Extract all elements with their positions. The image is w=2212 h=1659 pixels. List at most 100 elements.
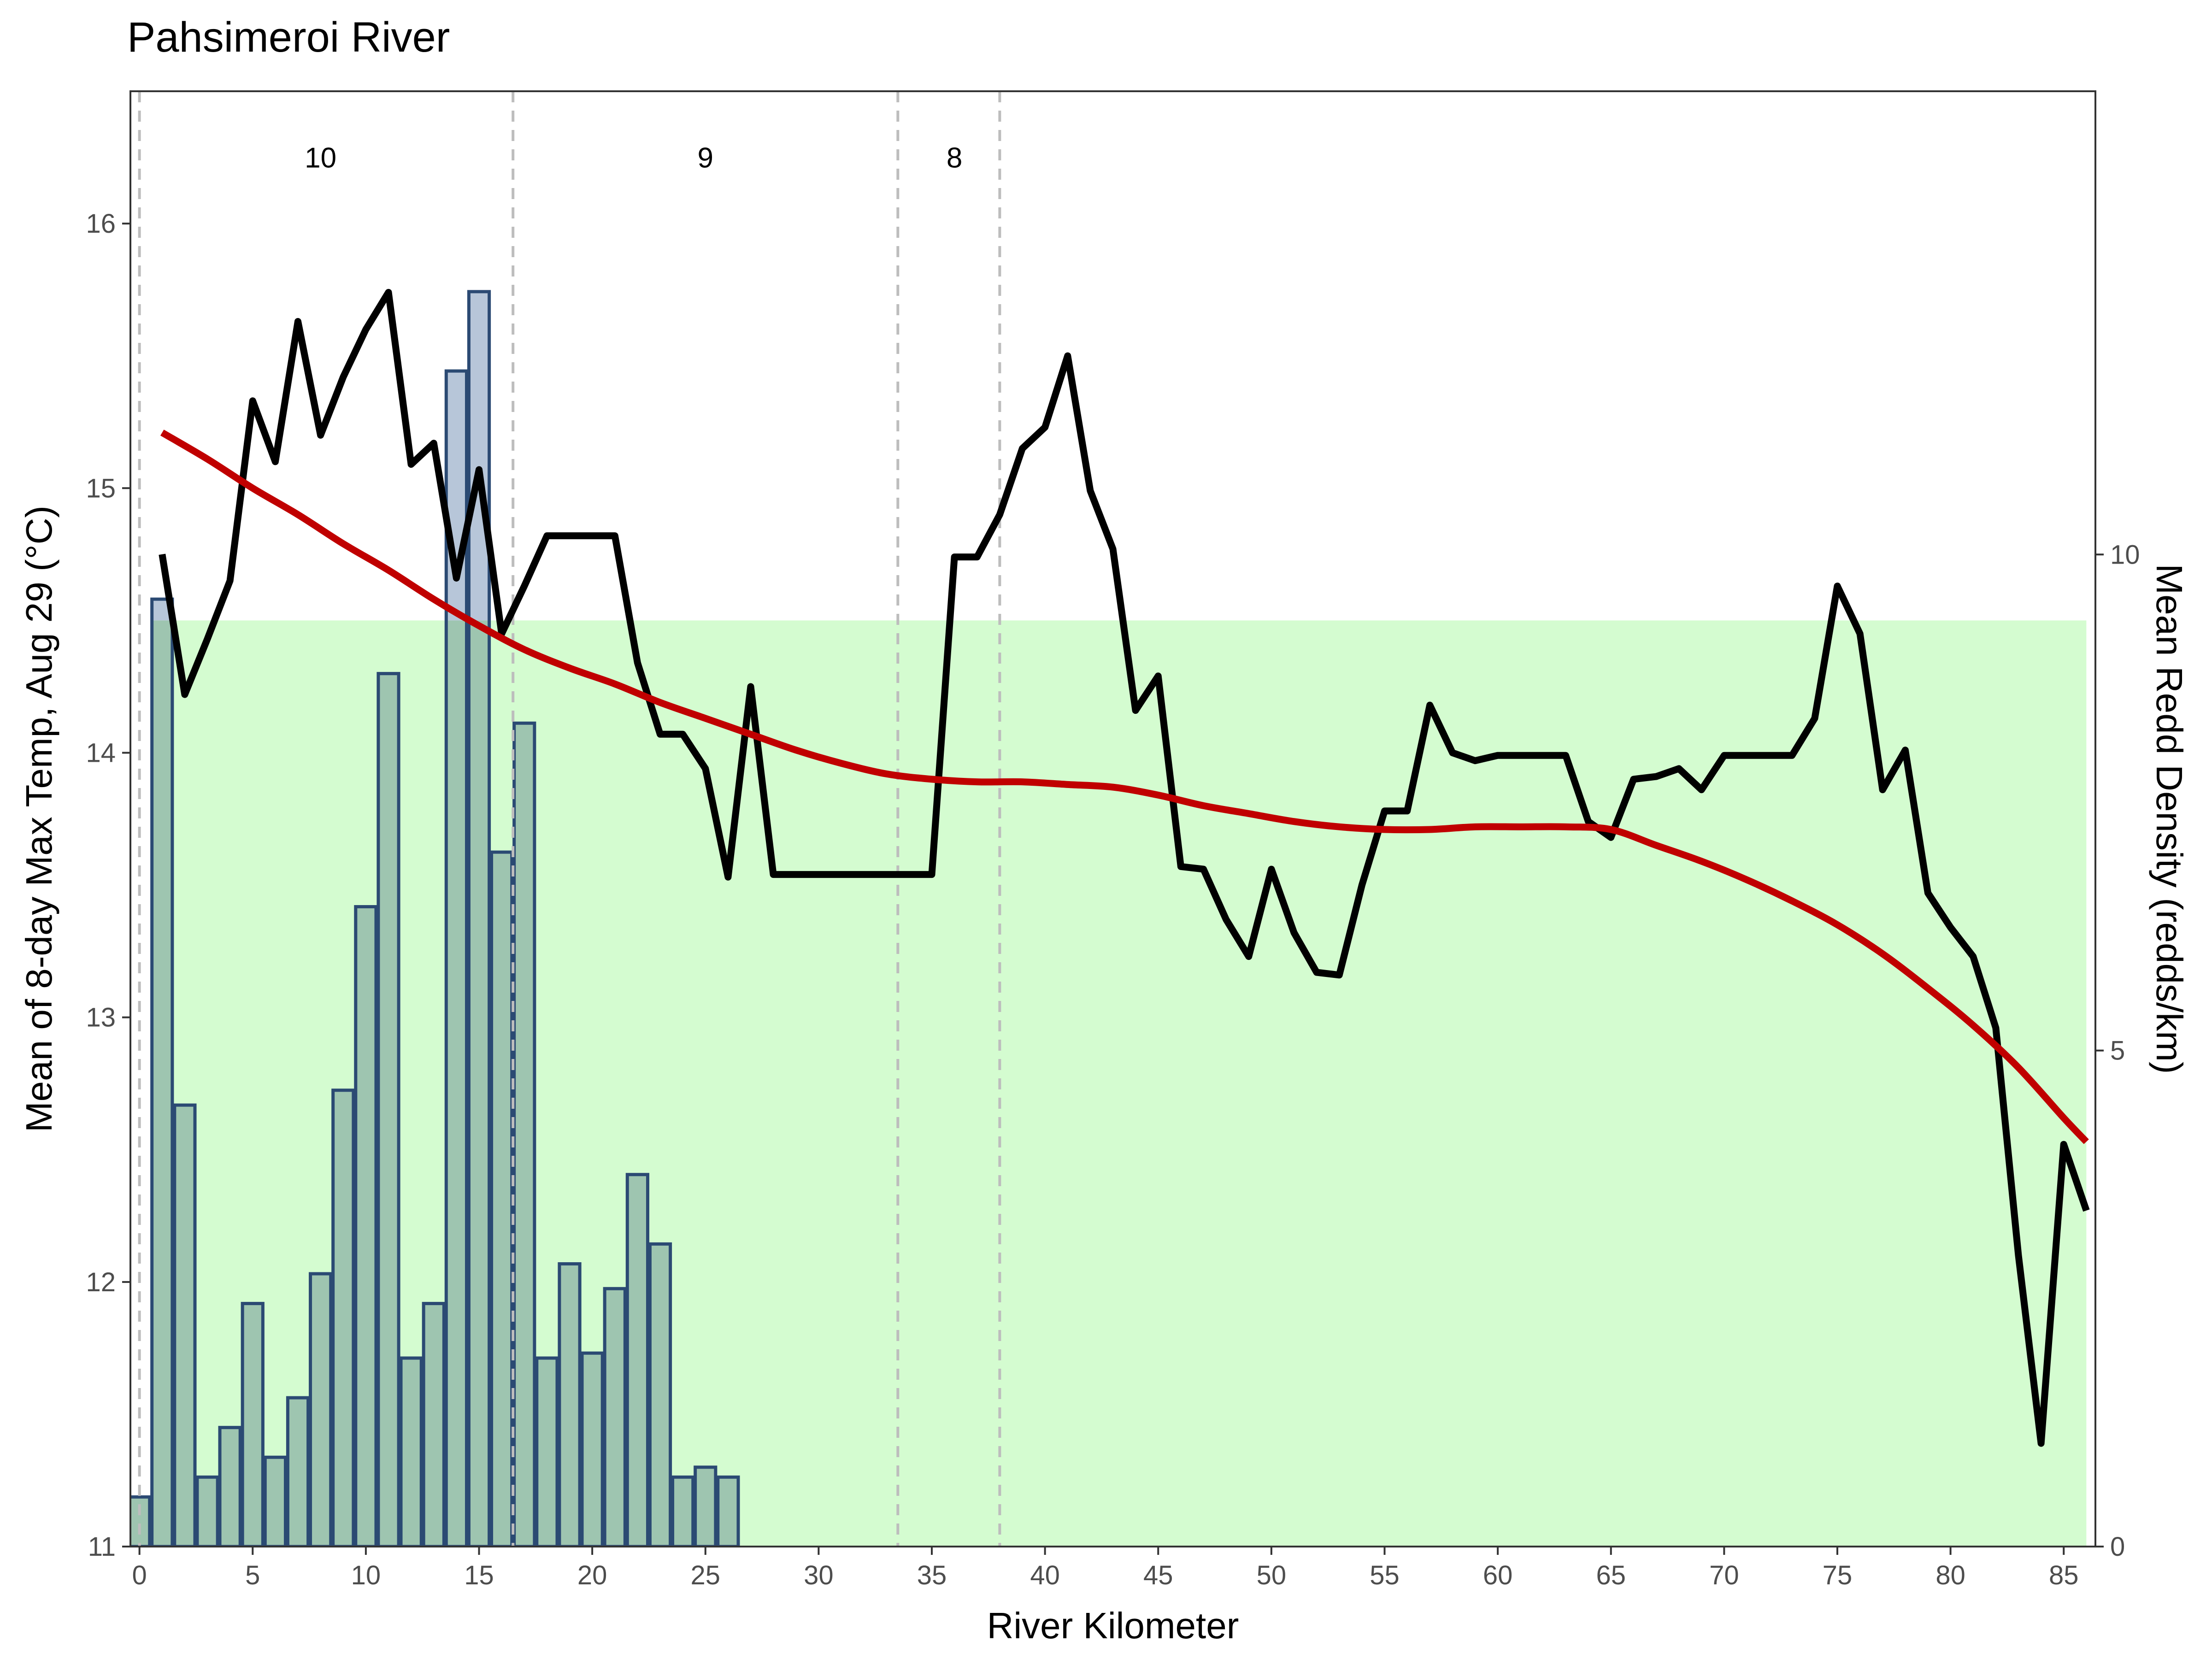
redd-bar (648, 1242, 672, 1547)
panel-border (129, 90, 2096, 1547)
redd-bar (218, 1426, 242, 1547)
redd-bar-fill (605, 1288, 625, 1547)
redd-bar-outline (377, 672, 400, 1547)
redd-bar-outline (671, 1475, 695, 1547)
redd-bar-fill (242, 1303, 263, 1547)
redd-bar (130, 1495, 152, 1547)
y-left-tick-label: 16 (86, 209, 116, 239)
redd-bar (354, 905, 378, 1547)
redd-bar-outline (218, 1426, 242, 1547)
redd-bar (263, 1455, 288, 1547)
x-tick-label: 25 (691, 1560, 721, 1590)
y-axis-label-right: Mean Redd Density (redds/km) (2149, 564, 2190, 1074)
redd-bar-outline (286, 1396, 310, 1547)
redd-bar-outline (354, 905, 378, 1547)
x-tick-label: 15 (464, 1560, 494, 1590)
x-tick-label: 5 (245, 1560, 260, 1590)
redd-bar-outline (444, 369, 468, 1547)
y-left-tick-label: 13 (86, 1003, 116, 1033)
redd-bar-outline (399, 1356, 423, 1547)
redd-bar-outline (716, 1475, 740, 1547)
y-right-tick-label: 5 (2110, 1036, 2125, 1066)
redd-bar-fill (718, 1477, 738, 1547)
redd-bar-outline (241, 1302, 265, 1547)
redd-bar-fill (695, 1467, 716, 1547)
x-tick-label: 10 (351, 1560, 381, 1590)
x-tick-label: 50 (1257, 1560, 1287, 1590)
redd-bar-fill (536, 1358, 557, 1547)
y-right-tick-label: 0 (2110, 1532, 2125, 1562)
x-tick-label: 60 (1483, 1560, 1513, 1590)
x-tick-label: 75 (1823, 1560, 1853, 1590)
redd-bar (444, 369, 468, 1547)
redd-bar-fill (469, 620, 489, 1547)
x-tick-label: 65 (1596, 1560, 1626, 1590)
temperature-line (159, 288, 2090, 1447)
redd-bar-fill (288, 1398, 308, 1547)
redd-bar (241, 1302, 265, 1547)
redd-bar-fill (514, 723, 535, 1547)
redd-bar (694, 1465, 718, 1547)
x-tick-label: 20 (577, 1560, 607, 1590)
y-left-tick-label: 14 (86, 738, 116, 768)
x-tick-label: 30 (804, 1560, 834, 1590)
redd-bar-outline (130, 1495, 152, 1547)
plot-area: 10 9 80 5 10 15 20 25 30 35 40 45 50 55 60 65 70 75 80 8511… (86, 90, 2140, 1590)
redd-bar-outline (309, 1272, 333, 1547)
redd-bar (399, 1356, 423, 1547)
redd-bar-fill-upper (469, 291, 489, 621)
redd-bar-fill (333, 1090, 353, 1547)
y-left-tick-label: 12 (86, 1267, 116, 1297)
x-tick-label: 40 (1030, 1560, 1060, 1590)
redd-bar-fill (491, 852, 512, 1547)
smoothed-trend-line (160, 429, 2089, 1144)
x-tick-label: 80 (1936, 1560, 1965, 1590)
redd-bar-fill (650, 1244, 671, 1547)
data-layer (130, 91, 2090, 1547)
redd-bar-fill (424, 1303, 444, 1547)
redd-bar-fill-upper (446, 371, 467, 621)
redd-bar (331, 1088, 355, 1547)
redd-bar-fill (446, 620, 467, 1547)
redd-bar-outline (603, 1287, 627, 1547)
redd-bar-fill (174, 1105, 195, 1547)
y-left-tick-label: 15 (86, 473, 116, 503)
x-tick-label: 55 (1370, 1560, 1400, 1590)
segment-label: 10 (305, 142, 336, 174)
redd-bar-fill (401, 1358, 422, 1547)
redd-bar-fill (220, 1427, 241, 1547)
redd-bar (671, 1475, 695, 1547)
redd-bar (558, 1262, 582, 1547)
redd-bar-outline (195, 1475, 219, 1547)
redd-bar (467, 290, 491, 1547)
redd-bar-outline (512, 721, 536, 1547)
redd-bar-outline (331, 1088, 355, 1547)
redd-bar-fill (152, 620, 172, 1547)
x-tick-label: 45 (1143, 1560, 1173, 1590)
redd-bar-fill (197, 1477, 218, 1547)
redd-bar (490, 850, 514, 1547)
redd-bar (422, 1302, 446, 1547)
x-tick-label: 70 (1709, 1560, 1739, 1590)
redd-bar-fill (378, 673, 399, 1547)
x-tick-label: 35 (917, 1560, 947, 1590)
redd-bar (150, 597, 174, 1547)
segment-label: 9 (698, 142, 713, 174)
segment-label: 8 (947, 142, 962, 174)
y-left-tick-label: 11 (88, 1532, 116, 1562)
y-right-tick-label: 10 (2110, 540, 2140, 570)
redd-bar (716, 1475, 740, 1547)
redd-bar-outline (558, 1262, 582, 1547)
redd-bar (625, 1173, 649, 1547)
redd-bar (309, 1272, 333, 1547)
redd-bar (580, 1351, 604, 1547)
redd-bar-fill (627, 1174, 648, 1547)
redd-bar (535, 1356, 559, 1547)
y-axis-label-left: Mean of 8-day Max Temp, Aug 29 (°C) (18, 506, 59, 1132)
redd-bar-fill (355, 906, 376, 1547)
redd-bar-outline (694, 1465, 718, 1547)
redd-bar (173, 1103, 197, 1547)
redd-bar-fill (582, 1353, 603, 1547)
redd-bar (286, 1396, 310, 1547)
